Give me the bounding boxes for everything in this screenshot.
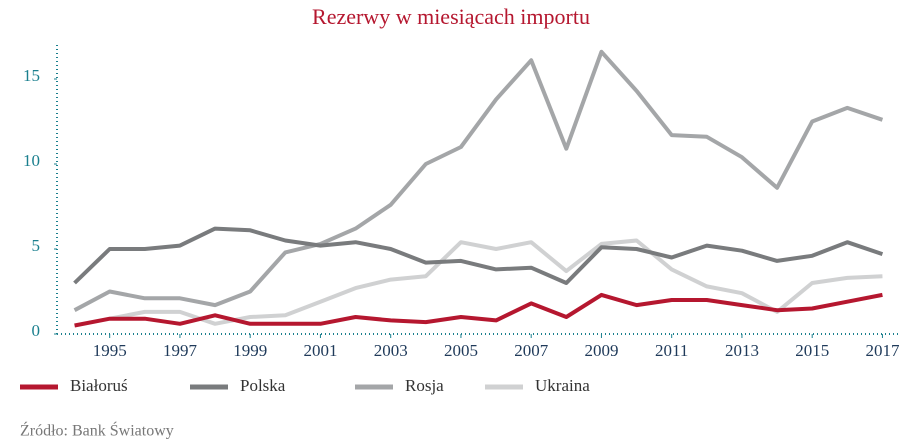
series-line bbox=[73, 226, 884, 285]
x-tick-label: 1995 bbox=[93, 341, 127, 360]
x-tick-label: 2003 bbox=[374, 341, 408, 360]
x-tick-label: 2013 bbox=[725, 341, 759, 360]
x-tick-label: 2001 bbox=[303, 341, 337, 360]
series-line bbox=[109, 238, 883, 326]
x-tick-label: 2011 bbox=[655, 341, 688, 360]
legend-label: Białoruś bbox=[70, 376, 128, 395]
x-tick-label: 2015 bbox=[795, 341, 829, 360]
y-tick-label: 0 bbox=[32, 321, 41, 340]
legend-label: Polska bbox=[240, 376, 286, 395]
x-tick-label: 2017 bbox=[865, 341, 900, 360]
y-tick-label: 5 bbox=[32, 236, 41, 255]
x-tick-label: 2007 bbox=[514, 341, 549, 360]
legend-label: Ukraina bbox=[535, 376, 590, 395]
series-line bbox=[73, 49, 884, 312]
x-tick-label: 1999 bbox=[233, 341, 267, 360]
x-tick-label: 1997 bbox=[163, 341, 198, 360]
source: Źródło: Bank Światowy bbox=[20, 421, 174, 440]
chart-title: Rezerwy w miesiącach importu bbox=[312, 4, 590, 29]
x-tick-label: 2005 bbox=[444, 341, 478, 360]
y-tick-label: 10 bbox=[23, 151, 40, 170]
y-tick-label: 15 bbox=[23, 66, 40, 85]
series-line bbox=[74, 292, 883, 328]
x-tick-label: 2009 bbox=[584, 341, 618, 360]
legend-label: Rosja bbox=[405, 376, 444, 395]
